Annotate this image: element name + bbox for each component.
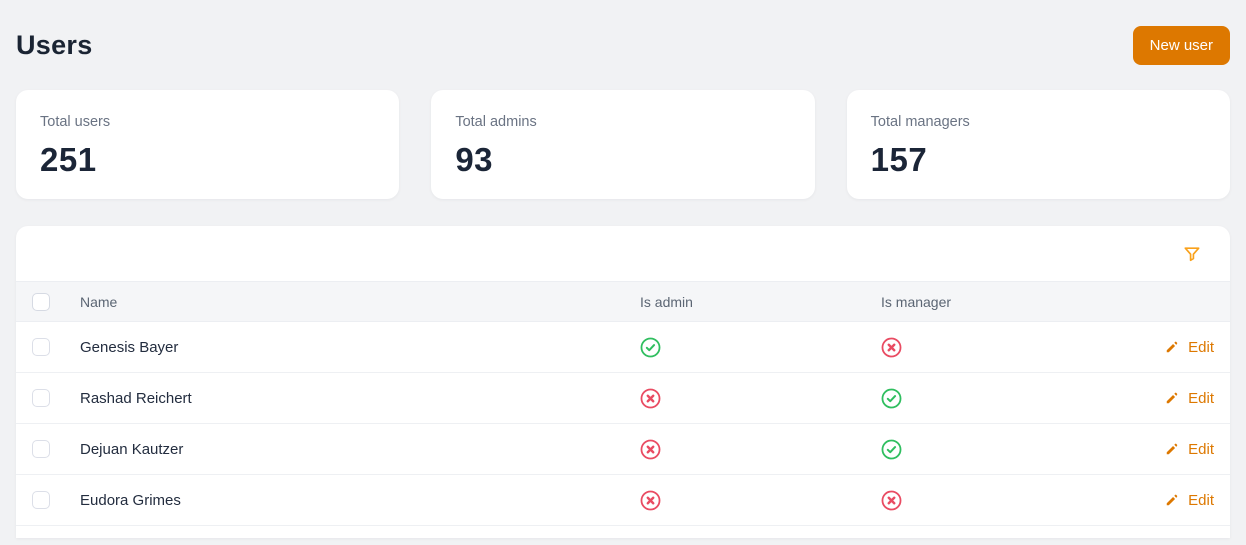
manager-status-icon [881,388,902,409]
edit-label: Edit [1188,338,1214,356]
admin-status-icon [640,490,661,511]
new-user-button[interactable]: New user [1132,25,1230,65]
table-row: Genesis Bayer Edit [16,322,1230,373]
stat-value: 93 [455,141,494,178]
stat-label: Total managers [870,114,970,130]
table-header-row: Name Is admin Is manager [16,281,1230,322]
check-circle-icon [881,439,902,459]
check-circle-icon [640,337,661,357]
column-header-is-admin: Is admin [640,293,693,310]
pencil-icon [1165,493,1179,507]
stat-card-total-admins: Total admins 93 [431,90,815,199]
stat-card-total-users: Total users 251 [16,90,400,199]
user-name: Genesis Bayer [80,338,179,356]
stat-label: Total admins [455,114,537,130]
table-row: Eudora Grimes Edit [16,475,1230,526]
table-row: Rashad Reichert Edit [16,373,1230,424]
stats-row: Total users 251 Total admins 93 Total ma… [16,90,1230,199]
filter-funnel-icon[interactable] [1182,244,1202,264]
x-circle-icon [640,388,661,408]
edit-button[interactable]: Edit [1165,390,1214,407]
edit-button[interactable]: Edit [1165,339,1214,356]
x-circle-icon [881,490,902,510]
table-toolbar [16,226,1230,281]
check-circle-icon [881,388,902,408]
stat-label: Total users [40,114,111,130]
row-checkbox[interactable] [32,491,50,509]
edit-button[interactable]: Edit [1165,492,1214,509]
x-circle-icon [640,439,661,459]
row-checkbox[interactable] [32,440,50,458]
pencil-icon [1165,340,1179,354]
table-row: Dejuan Kautzer Edit [16,424,1230,475]
select-all-checkbox[interactable] [32,292,50,311]
users-table-card: Name Is admin Is manager Genesis Bayer E… [16,226,1230,538]
edit-button[interactable]: Edit [1165,441,1214,458]
row-checkbox[interactable] [32,338,50,356]
admin-status-icon [640,388,661,409]
edit-label: Edit [1188,491,1214,509]
user-name: Rashad Reichert [80,389,192,407]
stat-value: 251 [40,141,97,178]
manager-status-icon [881,490,902,511]
admin-status-icon [640,337,661,358]
pencil-icon [1165,442,1179,456]
page-header: Users New user [16,0,1230,90]
stat-card-total-managers: Total managers 157 [846,90,1230,199]
page-title: Users [16,29,93,60]
column-header-is-manager: Is manager [881,293,952,310]
x-circle-icon [640,490,661,510]
edit-label: Edit [1188,440,1214,458]
x-circle-icon [881,337,902,357]
manager-status-icon [881,337,902,358]
stat-value: 157 [870,141,928,178]
edit-label: Edit [1188,389,1214,407]
user-name: Eudora Grimes [80,491,181,509]
row-checkbox[interactable] [32,389,50,407]
pencil-icon [1165,391,1179,405]
user-name: Dejuan Kautzer [80,440,184,458]
admin-status-icon [640,439,661,460]
column-header-name: Name [80,293,118,310]
manager-status-icon [881,439,902,460]
